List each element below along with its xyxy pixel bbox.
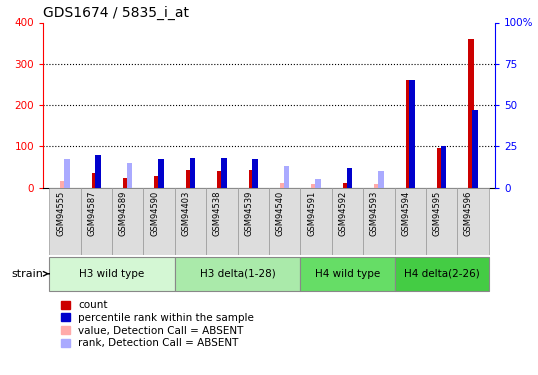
Text: GSM94594: GSM94594 bbox=[401, 191, 410, 236]
Bar bbox=[300, 257, 394, 291]
Bar bbox=[49, 257, 175, 291]
Bar bbox=[238, 188, 269, 255]
Text: GSM94540: GSM94540 bbox=[275, 191, 285, 236]
Bar bbox=[406, 80, 411, 188]
Bar bbox=[409, 80, 415, 188]
Bar bbox=[112, 188, 144, 255]
Text: H3 wild type: H3 wild type bbox=[80, 269, 145, 279]
Bar bbox=[217, 171, 223, 188]
Bar bbox=[300, 188, 332, 255]
Text: GSM94539: GSM94539 bbox=[244, 191, 253, 236]
Bar bbox=[127, 163, 132, 188]
Bar bbox=[394, 257, 489, 291]
Bar bbox=[221, 158, 226, 188]
Bar bbox=[81, 188, 112, 255]
Text: H3 delta(1-28): H3 delta(1-28) bbox=[200, 269, 275, 279]
Bar bbox=[186, 170, 192, 188]
Bar bbox=[95, 154, 101, 188]
Text: GSM94587: GSM94587 bbox=[87, 191, 96, 236]
Bar bbox=[343, 183, 349, 188]
Bar bbox=[346, 168, 352, 188]
Text: GSM94589: GSM94589 bbox=[119, 191, 128, 236]
Bar bbox=[206, 188, 238, 255]
Text: H4 delta(2-26): H4 delta(2-26) bbox=[404, 269, 479, 279]
Bar bbox=[468, 39, 474, 188]
Bar bbox=[284, 166, 289, 188]
Text: GSM94403: GSM94403 bbox=[181, 191, 190, 236]
Bar bbox=[363, 188, 394, 255]
Text: GSM94591: GSM94591 bbox=[307, 191, 316, 236]
Bar bbox=[158, 159, 164, 188]
Bar bbox=[189, 158, 195, 188]
Bar bbox=[315, 179, 321, 188]
Text: GSM94596: GSM94596 bbox=[464, 191, 473, 236]
Text: GSM94590: GSM94590 bbox=[150, 191, 159, 236]
Text: GSM94595: GSM94595 bbox=[433, 191, 442, 236]
Bar bbox=[91, 173, 97, 188]
Bar bbox=[472, 110, 478, 188]
Bar bbox=[64, 159, 70, 188]
Bar bbox=[280, 183, 286, 188]
Bar bbox=[378, 171, 384, 188]
Bar bbox=[60, 182, 66, 188]
Bar bbox=[175, 188, 206, 255]
Bar bbox=[154, 176, 160, 188]
Bar bbox=[249, 170, 254, 188]
Bar bbox=[175, 257, 300, 291]
Bar bbox=[123, 178, 129, 188]
Bar bbox=[437, 148, 443, 188]
Text: GSM94555: GSM94555 bbox=[56, 191, 65, 236]
Bar bbox=[394, 188, 426, 255]
Text: GDS1674 / 5835_i_at: GDS1674 / 5835_i_at bbox=[43, 6, 189, 20]
Bar bbox=[426, 188, 457, 255]
Text: strain: strain bbox=[12, 269, 49, 279]
Bar bbox=[269, 188, 300, 255]
Text: H4 wild type: H4 wild type bbox=[315, 269, 380, 279]
Bar bbox=[312, 184, 317, 188]
Text: GSM94593: GSM94593 bbox=[370, 191, 379, 236]
Bar bbox=[441, 146, 447, 188]
Bar bbox=[332, 188, 363, 255]
Text: GSM94538: GSM94538 bbox=[213, 191, 222, 236]
Bar bbox=[144, 188, 175, 255]
Bar bbox=[374, 184, 380, 188]
Legend: count, percentile rank within the sample, value, Detection Call = ABSENT, rank, : count, percentile rank within the sample… bbox=[57, 296, 258, 352]
Text: GSM94592: GSM94592 bbox=[338, 191, 348, 236]
Bar bbox=[49, 188, 81, 255]
Bar bbox=[457, 188, 489, 255]
Bar bbox=[252, 159, 258, 188]
